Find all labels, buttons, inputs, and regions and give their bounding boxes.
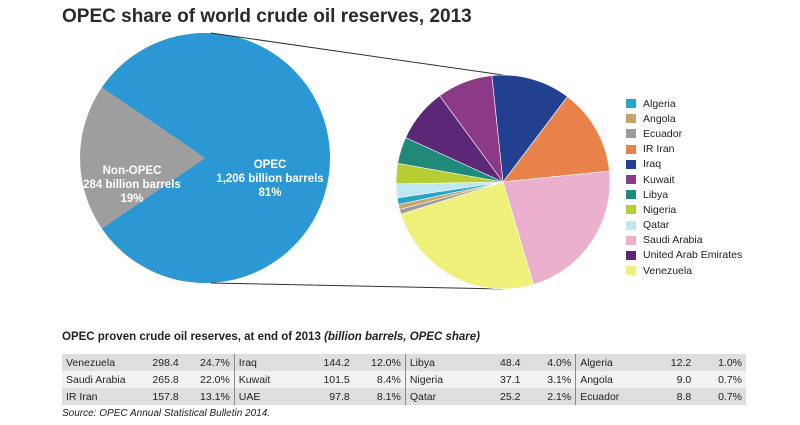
- table-row: Saudi Arabia 265.8 22.0% Kuwait 101.5 8.4% Nig…: [62, 371, 746, 388]
- table-cell-reserves: 101.5: [310, 371, 354, 388]
- legend-label: Libya: [643, 188, 669, 201]
- table-cell-share: 8.4%: [353, 371, 406, 388]
- table-cell-country: IR Iran: [62, 388, 140, 405]
- legend-item-qatar: Qatar: [626, 218, 796, 233]
- pie-slice-iraq: [491, 74, 568, 183]
- pie-slice-kuwait: [439, 75, 504, 184]
- legend-item-ir-iran: IR Iran: [626, 142, 796, 157]
- legend-item-iraq: Iraq: [626, 157, 796, 172]
- table-title-text: OPEC proven crude oil reserves, at end o…: [62, 331, 321, 343]
- legend-swatch: [626, 114, 636, 124]
- legend-label: Qatar: [643, 219, 670, 232]
- legend-swatch: [626, 250, 636, 260]
- opec-label-line-3: 81%: [258, 187, 281, 199]
- table-cell-reserves: 48.4: [481, 354, 525, 371]
- connector-line-bottom: [210, 282, 504, 290]
- table-cell-country: Kuwait: [234, 371, 311, 388]
- table-cell-share: 3.1%: [524, 371, 577, 388]
- table-cell-reserves: 144.2: [310, 354, 354, 371]
- table-cell-share: 2.1%: [524, 388, 577, 405]
- table-cell-reserves: 298.4: [139, 354, 183, 371]
- table-cell-share: 8.1%: [353, 388, 406, 405]
- table-title-units: (billion barrels, OPEC share): [324, 331, 480, 343]
- pie-slice-opec: [101, 32, 330, 283]
- table-cell-share: 4.0%: [524, 354, 577, 371]
- pie-slice-saudi-arabia: [502, 170, 611, 285]
- table-cell-country: Libya: [405, 354, 482, 371]
- chart-title: OPEC share of world crude oil reserves, …: [62, 6, 472, 27]
- legend-item-angola: Angola: [626, 111, 796, 126]
- legend-label: Ecuador: [643, 127, 683, 140]
- table-cell-share: 0.7%: [695, 371, 746, 388]
- table-cell-reserves: 265.8: [139, 371, 183, 388]
- legend-swatch: [626, 129, 636, 139]
- pie-slice-non-opec: [79, 87, 205, 229]
- legend: Algeria Angola Ecuador IR Iran Iraq Kuwait Lib…: [626, 96, 796, 278]
- table-cell-reserves: 25.2: [481, 388, 525, 405]
- legend-item-venezuela: Venezuela: [626, 263, 796, 278]
- table-title: OPEC proven crude oil reserves, at end o…: [62, 331, 480, 343]
- table-cell-country: Algeria: [575, 354, 653, 371]
- table-row: IR Iran 157.8 13.1% UAE 97.8 8.1% Qatar 25.2 2.1…: [62, 388, 746, 405]
- pie-slice-ir-iran: [502, 96, 610, 183]
- table-cell-country: Iraq: [234, 354, 311, 371]
- legend-label: Saudi Arabia: [643, 234, 703, 247]
- table-cell-country: Qatar: [405, 388, 482, 405]
- pie-chart: OPEC 1,206 billion barrels 81% Non-OPEC 284 …: [79, 32, 611, 290]
- legend-swatch: [626, 205, 636, 215]
- table-cell-country: Venezuela: [62, 354, 140, 371]
- legend-swatch: [626, 99, 636, 109]
- non-opec-label-line-3: 19%: [120, 193, 143, 205]
- legend-item-kuwait: Kuwait: [626, 172, 796, 187]
- legend-item-ecuador: Ecuador: [626, 126, 796, 141]
- table-cell-reserves: 37.1: [481, 371, 525, 388]
- legend-item-saudi-arabia: Saudi Arabia: [626, 233, 796, 248]
- legend-label: United Arab Emirates: [643, 249, 743, 262]
- legend-swatch: [626, 220, 636, 230]
- table-row: Venezuela 298.4 24.7% Iraq 144.2 12.0% Libya 48…: [62, 354, 746, 371]
- table-cell-share: 0.7%: [695, 388, 746, 405]
- table-cell-country: UAE: [234, 388, 311, 405]
- non-opec-label-line-2: 284 billion barrels: [83, 179, 181, 191]
- legend-label: IR Iran: [643, 143, 675, 156]
- source-note: Source: OPEC Annual Statistical Bulletin…: [62, 408, 271, 419]
- table-cell-country: Saudi Arabia: [62, 371, 140, 388]
- table-cell-share: 22.0%: [182, 371, 235, 388]
- legend-swatch: [626, 235, 636, 245]
- table-cell-share: 12.0%: [353, 354, 406, 371]
- non-opec-label-line-1: Non-OPEC: [103, 165, 162, 177]
- legend-item-nigeria: Nigeria: [626, 202, 796, 217]
- table-cell-share: 1.0%: [695, 354, 746, 371]
- table-cell-country: Nigeria: [405, 371, 482, 388]
- table-cell-reserves: 157.8: [139, 388, 183, 405]
- table-cell-share: 13.1%: [182, 388, 235, 405]
- legend-item-libya: Libya: [626, 187, 796, 202]
- table-cell-reserves: 8.8: [652, 388, 696, 405]
- legend-item-united-arab-emirates: United Arab Emirates: [626, 248, 796, 263]
- table-cell-reserves: 9.0: [652, 371, 696, 388]
- legend-label: Iraq: [643, 158, 662, 171]
- table-cell-country: Ecuador: [575, 388, 653, 405]
- legend-label: Algeria: [643, 97, 676, 110]
- legend-item-algeria: Algeria: [626, 96, 796, 111]
- legend-label: Venezuela: [643, 264, 693, 277]
- legend-swatch: [626, 144, 636, 154]
- legend-label: Kuwait: [643, 173, 675, 186]
- legend-label: Angola: [643, 112, 676, 125]
- legend-swatch: [626, 190, 636, 200]
- opec-label-line-1: OPEC: [254, 159, 287, 171]
- opec-label-line-2: 1,206 billion barrels: [216, 173, 323, 185]
- legend-swatch: [626, 159, 636, 169]
- reserves-table: Venezuela 298.4 24.7% Iraq 144.2 12.0% Libya 48…: [62, 354, 746, 405]
- table-cell-reserves: 12.2: [652, 354, 696, 371]
- table-cell-reserves: 97.8: [310, 388, 354, 405]
- legend-swatch: [626, 266, 636, 276]
- connector-line-top: [210, 32, 504, 76]
- legend-label: Nigeria: [643, 203, 677, 216]
- legend-swatch: [626, 175, 636, 185]
- table-cell-share: 24.7%: [182, 354, 235, 371]
- table-cell-country: Angola: [575, 371, 653, 388]
- pie-slice-venezuela: [400, 181, 534, 290]
